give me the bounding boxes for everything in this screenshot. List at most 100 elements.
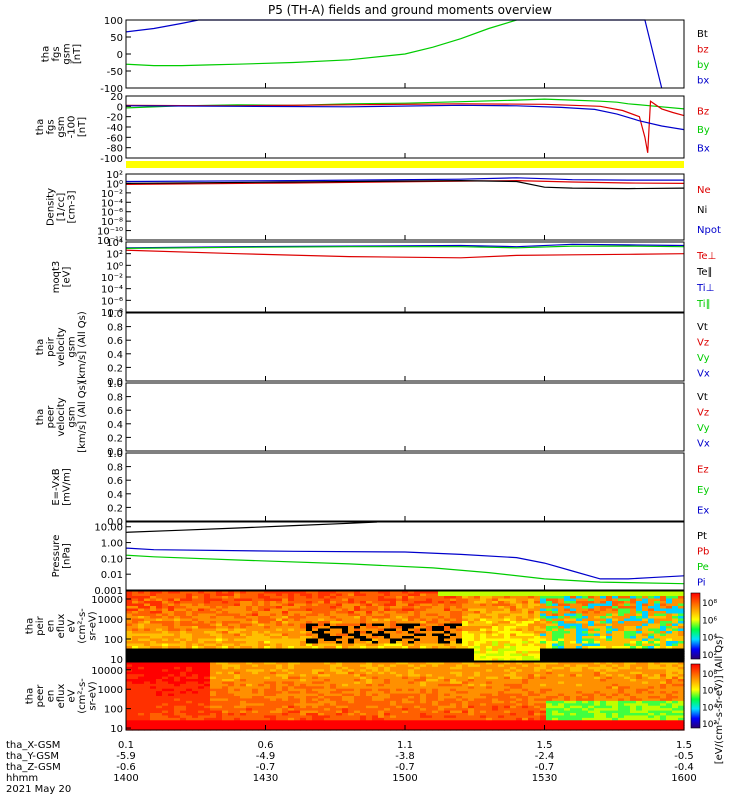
spectrogram-cell	[372, 593, 379, 597]
spectrogram-cell	[264, 696, 271, 700]
spectrogram-cell	[450, 703, 457, 707]
spectrogram-cell	[396, 688, 403, 692]
y-axis-label: E=-VxB	[51, 468, 62, 505]
spectrogram-cell	[330, 693, 337, 697]
spectrogram-cell	[570, 703, 577, 707]
spectrogram-cell	[552, 693, 559, 697]
spectrogram-cell	[606, 656, 613, 660]
spectrogram-cell	[396, 593, 403, 597]
spectrogram-cell	[132, 708, 139, 712]
y-axis-label: [cm-3]	[67, 190, 78, 223]
spectrogram-cell	[270, 676, 277, 680]
spectrogram-cell	[144, 693, 151, 697]
spectrogram-cell	[570, 693, 577, 697]
spectrogram-cell	[324, 601, 331, 605]
spectrogram-cell	[384, 683, 391, 687]
spectrogram-cell	[504, 715, 511, 719]
spectrogram-cell	[678, 636, 685, 640]
spectrogram-cell	[456, 696, 463, 700]
spectrogram-cell	[606, 636, 613, 640]
spectrogram-cell	[330, 688, 337, 692]
spectrogram-cell	[318, 623, 325, 627]
spectrogram-cell	[174, 693, 181, 697]
spectrogram-cell	[282, 688, 289, 692]
spectrogram-cell	[228, 596, 235, 600]
spectrogram-cell	[438, 705, 445, 709]
spectrogram-cell	[192, 656, 199, 660]
spectrogram-cell	[324, 638, 331, 642]
spectrogram-cell	[486, 653, 493, 657]
spectrogram-cell	[348, 651, 355, 655]
spectrogram-cell	[318, 669, 325, 673]
spectrogram-cell	[492, 666, 499, 670]
spectrogram-cell	[510, 662, 517, 666]
spectrogram-cell	[246, 664, 253, 668]
spectrogram-cell	[186, 653, 193, 657]
spectrogram-cell	[468, 683, 475, 687]
spectrogram-cell	[498, 611, 505, 615]
spectrogram-cell	[564, 713, 571, 717]
spectrogram-cell	[372, 669, 379, 673]
spectrogram-cell	[480, 693, 487, 697]
spectrogram-cell	[234, 628, 241, 632]
spectrogram-cell	[348, 596, 355, 600]
spectrogram-cell	[336, 715, 343, 719]
spectrogram-cell	[312, 598, 319, 602]
spectrogram-cell	[420, 700, 427, 704]
spectrogram-cell	[210, 703, 217, 707]
spectrogram-cell	[468, 633, 475, 637]
spectrogram-cell	[240, 710, 247, 714]
spectrogram-cell	[546, 664, 553, 668]
spectrogram-cell	[174, 641, 181, 645]
spectrogram-cell	[240, 703, 247, 707]
spectrogram-cell	[336, 598, 343, 602]
spectrogram-cell	[570, 705, 577, 709]
spectrogram-cell	[204, 708, 211, 712]
spectrogram-cell	[168, 674, 175, 678]
spectrogram-cell	[402, 722, 409, 726]
spectrogram-cell	[450, 658, 457, 662]
spectrogram-cell	[606, 621, 613, 625]
spectrogram-cell	[144, 626, 151, 630]
spectrogram-cell	[240, 646, 247, 650]
spectrogram-cell	[438, 671, 445, 675]
spectrogram-cell	[138, 621, 145, 625]
spectrogram-cell	[186, 603, 193, 607]
spectrogram-cell	[336, 613, 343, 617]
spectrogram-cell	[420, 618, 427, 622]
spectrogram-cell	[282, 705, 289, 709]
spectrogram-cell	[546, 651, 553, 655]
spectrogram-cell	[540, 641, 547, 645]
spectrogram-cell	[336, 623, 343, 627]
spectrogram-cell	[546, 708, 553, 712]
spectrogram-cell	[570, 691, 577, 695]
spectrogram-cell	[552, 616, 559, 620]
spectrogram-cell	[546, 636, 553, 640]
spectrogram-cell	[366, 643, 373, 647]
spectrogram-cell	[372, 628, 379, 632]
spectrogram-cell	[180, 593, 187, 597]
spectrogram-cell	[588, 641, 595, 645]
spectrogram-cell	[276, 717, 283, 721]
spectrogram-cell	[204, 608, 211, 612]
spectrogram-cell	[234, 698, 241, 702]
spectrogram-cell	[162, 613, 169, 617]
spectrogram-cell	[180, 720, 187, 724]
spectrogram-cell	[378, 700, 385, 704]
spectrogram-cell	[396, 696, 403, 700]
spectrogram-cell	[522, 722, 529, 726]
spectrogram-cell	[180, 631, 187, 635]
spectrogram-cell	[432, 631, 439, 635]
spectrogram-cell	[426, 717, 433, 721]
spectrogram-cell	[252, 681, 259, 685]
spectrogram-cell	[510, 596, 517, 600]
spectrogram-cell	[354, 603, 361, 607]
spectrogram-cell	[180, 626, 187, 630]
spectrogram-cell	[168, 705, 175, 709]
spectrogram-cell	[594, 633, 601, 637]
spectrogram-cell	[534, 591, 541, 595]
spectrogram-cell	[198, 611, 205, 615]
spectrogram-cell	[234, 621, 241, 625]
spectrogram-cell	[480, 664, 487, 668]
